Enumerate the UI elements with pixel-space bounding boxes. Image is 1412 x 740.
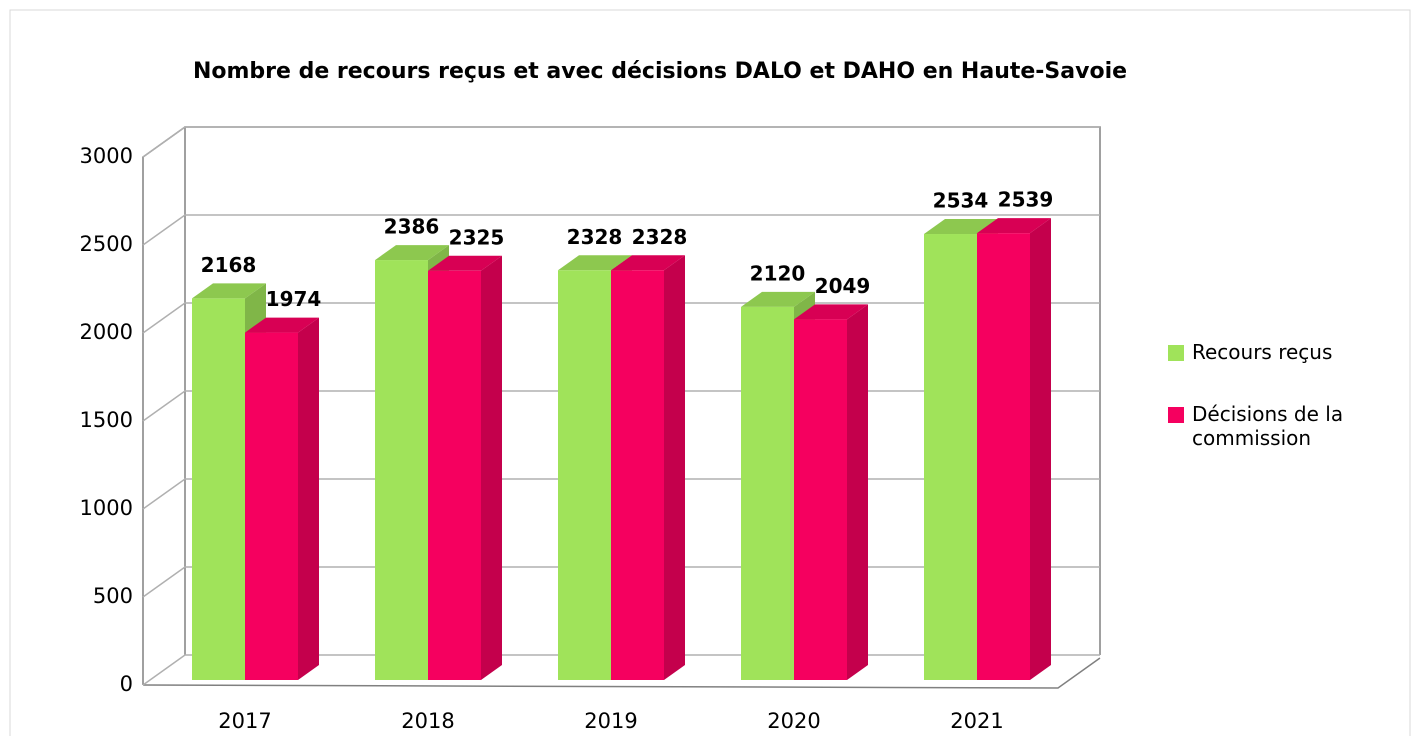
bar-side: [847, 304, 868, 680]
y-tick-label: 2500: [80, 232, 133, 256]
value-label: 2120: [750, 261, 806, 285]
x-tick-label: 2018: [401, 709, 454, 733]
value-label: 2325: [449, 225, 505, 249]
y-tick-label: 3000: [80, 144, 133, 168]
legend-label: Décisions de la commission: [1192, 402, 1344, 450]
bar-top: [924, 219, 998, 235]
bar-front: [192, 298, 245, 680]
bar: [977, 218, 1051, 681]
y-tick-label: 2000: [80, 320, 133, 344]
value-label: 1974: [266, 287, 322, 311]
bar-front: [375, 260, 428, 680]
bar-front: [924, 234, 977, 681]
grid-line: [142, 214, 1100, 246]
bar-top: [245, 317, 319, 333]
bar-top: [611, 255, 685, 271]
bar-side: [1030, 218, 1051, 681]
bar-front: [558, 270, 611, 680]
grid-line: [142, 126, 1100, 158]
legend-label: Recours reçus: [1192, 340, 1333, 364]
x-tick-label: 2020: [767, 709, 820, 733]
value-label: 2168: [201, 253, 257, 277]
bar: [611, 255, 685, 680]
bar: [428, 255, 502, 681]
bar-top: [977, 218, 1051, 234]
legend: Recours reçus Décisions de la commission: [1168, 340, 1368, 488]
bar-top: [375, 245, 449, 261]
value-label: 2328: [567, 225, 623, 249]
bar-front: [245, 332, 298, 680]
bar-side: [664, 255, 685, 680]
y-tick-label: 500: [93, 584, 133, 608]
value-label: 2328: [632, 225, 688, 249]
y-tick-label: 1500: [80, 408, 133, 432]
bar-top: [192, 283, 266, 299]
bar-side: [481, 255, 502, 681]
bar-top: [741, 291, 815, 307]
legend-item: Décisions de la commission: [1168, 402, 1368, 450]
bar-front: [741, 306, 794, 680]
chart-title: Nombre de recours reçus et avec décision…: [193, 59, 1127, 84]
x-tick-label: 2019: [584, 709, 637, 733]
bar: [794, 304, 868, 680]
x-tick-label: 2017: [218, 709, 271, 733]
value-label: 2386: [384, 215, 440, 239]
bar-front: [428, 270, 481, 680]
y-tick-label: 0: [120, 672, 133, 696]
legend-swatch: [1168, 345, 1184, 361]
value-label: 2539: [998, 188, 1054, 212]
bar-top: [558, 255, 632, 271]
value-label: 2534: [933, 189, 989, 213]
floor: [142, 657, 1101, 689]
y-tick-label: 1000: [80, 496, 133, 520]
frame: [9, 9, 1411, 740]
x-tick-label: 2021: [950, 709, 1003, 733]
bar-top: [428, 255, 502, 271]
legend-item: Recours reçus: [1168, 340, 1368, 364]
bar: [245, 317, 319, 680]
value-label: 2049: [815, 274, 871, 298]
bar-top: [794, 304, 868, 320]
bar-front: [794, 319, 847, 680]
legend-swatch: [1168, 407, 1184, 423]
bar-front: [977, 233, 1030, 681]
bar-front: [611, 270, 664, 680]
bar-side: [298, 317, 319, 680]
